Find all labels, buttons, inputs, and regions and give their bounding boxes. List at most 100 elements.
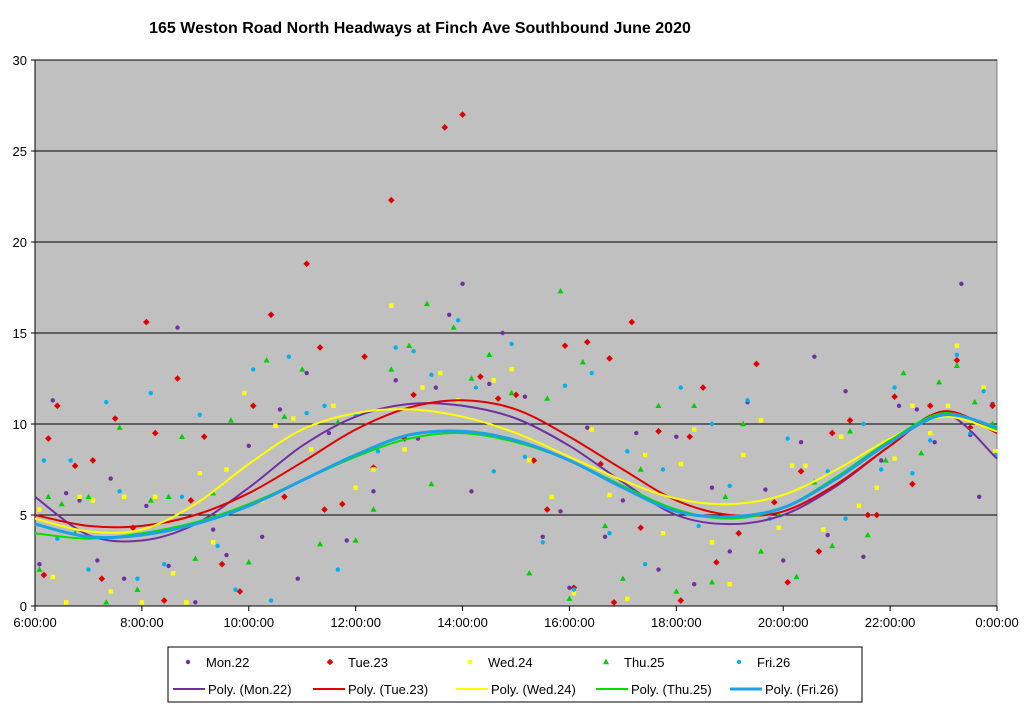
y-tick-label: 30: [13, 53, 27, 68]
chart-title: 165 Weston Road North Headways at Finch …: [149, 20, 691, 37]
data-point: [281, 493, 288, 501]
data-point: [433, 385, 439, 390]
data-point: [352, 537, 359, 543]
data-point: [486, 351, 493, 358]
data-point: [847, 428, 854, 434]
data-point: [77, 498, 82, 503]
scatter-points: [36, 111, 998, 606]
data-point: [317, 540, 324, 547]
data-point: [411, 349, 416, 354]
data-point: [918, 449, 925, 456]
data-point: [571, 587, 577, 592]
data-point: [187, 497, 195, 504]
data-point: [116, 424, 123, 430]
data-point: [50, 398, 56, 403]
data-point: [295, 576, 300, 581]
legend-label: Mon.22: [206, 655, 249, 670]
data-point: [954, 343, 960, 348]
data-point: [50, 574, 56, 580]
data-point: [224, 552, 229, 558]
data-point: [602, 522, 609, 529]
data-point: [558, 509, 563, 514]
legend-label: Poly. (Wed.24): [491, 682, 576, 697]
data-point: [989, 402, 996, 410]
data-point: [286, 354, 292, 359]
data-point: [148, 390, 153, 396]
data-point: [174, 375, 181, 382]
data-point: [727, 483, 732, 489]
data-point: [85, 493, 92, 499]
x-tick-label: 22:00:00: [865, 615, 916, 630]
data-point: [812, 354, 817, 359]
y-tick-label: 0: [20, 599, 27, 614]
data-point: [371, 467, 376, 472]
data-point: [527, 458, 532, 463]
data-point: [606, 355, 613, 362]
data-point: [522, 394, 528, 399]
data-point: [589, 370, 594, 376]
data-point: [509, 367, 514, 372]
legend-marker: [326, 658, 334, 666]
data-point: [200, 433, 208, 441]
data-point: [566, 595, 573, 601]
data-point: [512, 391, 520, 399]
data-point: [896, 403, 902, 408]
data-point: [882, 457, 889, 463]
data-point: [610, 599, 618, 606]
legend-item: Mon.22: [185, 655, 249, 670]
y-tick-label: 15: [13, 326, 27, 341]
data-point: [224, 467, 229, 472]
data-point: [500, 330, 505, 336]
data-point: [335, 567, 341, 572]
data-point: [891, 393, 898, 400]
x-axis: 6:00:00 8:00:00 10:00:00 12:00:00 14:00:00 16…: [13, 605, 1019, 630]
trendline-fri-26: [34, 413, 998, 540]
data-point: [864, 531, 871, 538]
data-point: [856, 503, 862, 509]
legend-label: Poly. (Mon.22): [208, 682, 292, 697]
data-point: [210, 527, 216, 532]
data-point: [740, 420, 747, 427]
data-point: [583, 338, 591, 346]
x-tick-label: 10:00:00: [223, 615, 274, 630]
data-point: [63, 490, 69, 496]
data-point: [215, 543, 220, 549]
data-point: [135, 576, 140, 581]
data-point: [691, 427, 697, 432]
data-point: [926, 402, 934, 410]
data-point: [793, 573, 800, 580]
data-point: [36, 566, 43, 572]
series-wed-24: [37, 303, 998, 605]
data-point: [58, 500, 65, 507]
data-point: [686, 433, 693, 441]
data-point: [450, 324, 457, 330]
data-point: [90, 498, 96, 503]
legend-marker: [467, 659, 473, 665]
data-point: [914, 407, 920, 412]
data-point: [873, 511, 881, 519]
data-point: [246, 443, 251, 449]
data-point: [838, 434, 844, 439]
data-point: [530, 457, 538, 464]
data-point: [406, 342, 413, 348]
data-point: [821, 527, 826, 532]
data-point: [709, 421, 715, 427]
data-point: [308, 447, 314, 452]
data-point: [910, 403, 915, 408]
data-point: [708, 579, 715, 585]
data-point: [393, 345, 398, 350]
data-point: [95, 558, 100, 563]
data-point: [544, 395, 551, 401]
data-point: [455, 318, 461, 323]
data-point: [193, 600, 198, 605]
data-point: [508, 389, 515, 396]
data-point: [945, 403, 951, 408]
data-point: [134, 586, 141, 592]
data-point: [843, 389, 848, 394]
data-point: [637, 466, 644, 472]
data-point: [460, 281, 465, 287]
data-point: [41, 458, 47, 463]
data-point: [370, 506, 377, 512]
data-point: [273, 423, 278, 429]
